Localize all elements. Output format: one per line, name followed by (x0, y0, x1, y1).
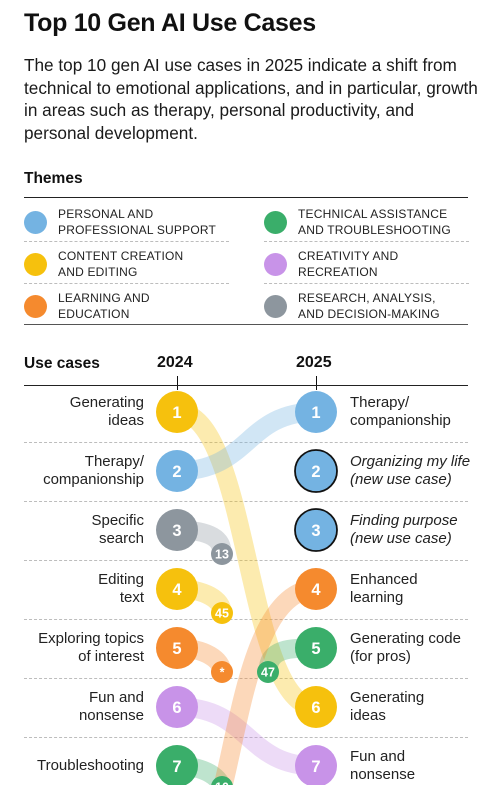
off-chart-marker-5 (211, 776, 233, 785)
page-title: Top 10 Gen AI Use Cases (24, 9, 316, 37)
year-2024-label: 2024 (157, 354, 193, 371)
row-divider (24, 441, 468, 443)
node-2024-rank-4 (156, 568, 198, 610)
label-2025-rank-5: Generating code (for pros) (350, 629, 461, 666)
node-2025-rank-3 (294, 508, 338, 552)
theme-creativity: CREATIVITY AND RECREATION (264, 245, 469, 284)
node-2024-rank-3 (156, 509, 198, 551)
label-2024-rank-2: Therapy/companionship (43, 452, 144, 489)
node-2025-rank-6 (295, 686, 337, 728)
node-2024-rank-2 (156, 450, 198, 492)
theme-technical-swatch (264, 211, 287, 234)
themes-top-rule (24, 197, 468, 198)
year-2024-tick (177, 376, 178, 390)
use-cases-heading: Use cases (24, 355, 100, 372)
off-chart-marker-label: 45 (215, 607, 229, 621)
label-2025-rank-2: Organizing my life (new use case) (350, 452, 471, 489)
theme-research: RESEARCH, ANALYSIS, AND DECISION-MAKING (264, 287, 469, 325)
node-2024-rank-7-label: 7 (172, 758, 181, 776)
node-2024-rank-4-label: 4 (172, 581, 182, 599)
theme-technical: TECHNICAL ASSISTANCE AND TROUBLESHOOTING (264, 203, 469, 242)
theme-research-label: RESEARCH, ANALYSIS, AND DECISION-MAKING (298, 291, 440, 321)
node-2024-rank-7 (156, 745, 198, 785)
theme-learning-label: LEARNING AND EDUCATION (58, 291, 150, 321)
theme-learning-swatch (24, 295, 47, 318)
node-2025-rank-2 (294, 449, 338, 493)
row-divider (24, 500, 468, 502)
node-2025-rank-3-label: 3 (311, 522, 320, 540)
chart-top-rule (24, 385, 468, 386)
label-2024-rank-7: Troubleshooting (36, 756, 144, 774)
off-chart-marker-label: * (220, 666, 225, 680)
node-2025-rank-4 (295, 568, 337, 610)
flow-enhanced-learning (213, 579, 326, 785)
off-chart-marker-3 (211, 661, 233, 683)
theme-research-swatch (264, 295, 287, 318)
node-2024-rank-1 (156, 391, 198, 433)
off-chart-marker-label: 47 (261, 666, 275, 680)
node-2024-rank-6 (156, 686, 198, 728)
theme-creativity-swatch (264, 253, 287, 276)
label-2024-rank-6: Fun and nonsense (78, 688, 144, 725)
label-2024-rank-3: Specific search (91, 511, 144, 548)
label-2025-rank-1: Therapy/companionship (350, 393, 451, 430)
node-2025-rank-7 (295, 745, 337, 785)
node-2024-rank-2-label: 2 (172, 463, 181, 481)
off-chart-marker-1 (211, 543, 233, 565)
flow-fun (167, 697, 326, 776)
year-2025-label: 2025 (296, 354, 332, 371)
node-2025-rank-6-label: 6 (311, 699, 320, 717)
node-2025-rank-2-label: 2 (311, 463, 320, 481)
label-2024-rank-5: Exploring topics of interest (38, 629, 144, 666)
node-2025-rank-5-label: 5 (311, 640, 320, 658)
flow-generating-ideas (167, 402, 326, 717)
node-2024-rank-5-label: 5 (172, 640, 181, 658)
label-2025-rank-3: Finding purpose (new use case) (350, 511, 458, 548)
label-2025-rank-7: Fun and nonsense (350, 747, 416, 784)
row-divider (24, 618, 468, 620)
theme-personal: PERSONAL AND PROFESSIONAL SUPPORT (24, 203, 229, 242)
off-chart-marker-4 (257, 661, 279, 683)
year-2025-tick (316, 376, 317, 390)
off-chart-marker-2 (211, 602, 233, 624)
node-2024-rank-1-label: 1 (172, 404, 181, 422)
label-2024-rank-4: Editing text (98, 570, 144, 607)
row-divider (24, 736, 468, 738)
off-chart-marker-label: 13 (215, 548, 229, 562)
off-chart-markers: 13 45 * 47 10 (211, 543, 279, 785)
node-2025-rank-7-label: 7 (311, 758, 320, 776)
theme-creativity-label: CREATIVITY AND RECREATION (298, 249, 399, 279)
node-2025-rank-4-label: 4 (311, 581, 321, 599)
label-2025-rank-4: Enhanced learning (350, 570, 418, 607)
themes-bottom-rule (24, 324, 468, 325)
theme-learning: LEARNING AND EDUCATION (24, 287, 229, 325)
off-chart-marker-label: 10 (215, 781, 229, 785)
theme-content: CONTENT CREATION AND EDITING (24, 245, 229, 284)
node-2025-rank-5 (295, 627, 337, 669)
node-2025-rank-1-label: 1 (311, 404, 320, 422)
node-2024-rank-3-label: 3 (172, 522, 181, 540)
node-2024-rank-6-label: 6 (172, 699, 181, 717)
node-2025-rank-1 (295, 391, 337, 433)
theme-personal-label: PERSONAL AND PROFESSIONAL SUPPORT (58, 207, 217, 237)
theme-content-swatch (24, 253, 47, 276)
label-2025-rank-6: Generating ideas (350, 688, 425, 725)
intro-paragraph: The top 10 gen AI use cases in 2025 indi… (24, 55, 478, 143)
themes-heading: Themes (24, 170, 83, 187)
row-divider (24, 677, 468, 679)
theme-content-label: CONTENT CREATION AND EDITING (58, 249, 184, 279)
node-2024-rank-5 (156, 627, 198, 669)
flow-therapy (167, 402, 326, 481)
theme-personal-swatch (24, 211, 47, 234)
label-2024-rank-1: Generating ideas (69, 393, 144, 430)
row-divider (24, 559, 468, 561)
theme-technical-label: TECHNICAL ASSISTANCE AND TROUBLESHOOTING (298, 207, 451, 237)
